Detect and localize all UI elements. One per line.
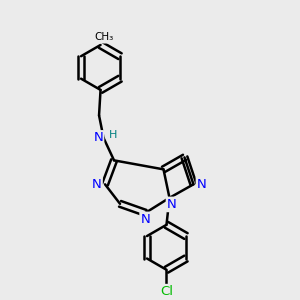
Text: H: H bbox=[109, 130, 117, 140]
Text: Cl: Cl bbox=[160, 285, 173, 298]
Text: N: N bbox=[167, 198, 177, 211]
Text: N: N bbox=[197, 178, 207, 191]
Text: CH₃: CH₃ bbox=[94, 32, 113, 43]
Text: N: N bbox=[92, 178, 101, 191]
Text: N: N bbox=[93, 131, 103, 144]
Text: N: N bbox=[141, 213, 150, 226]
